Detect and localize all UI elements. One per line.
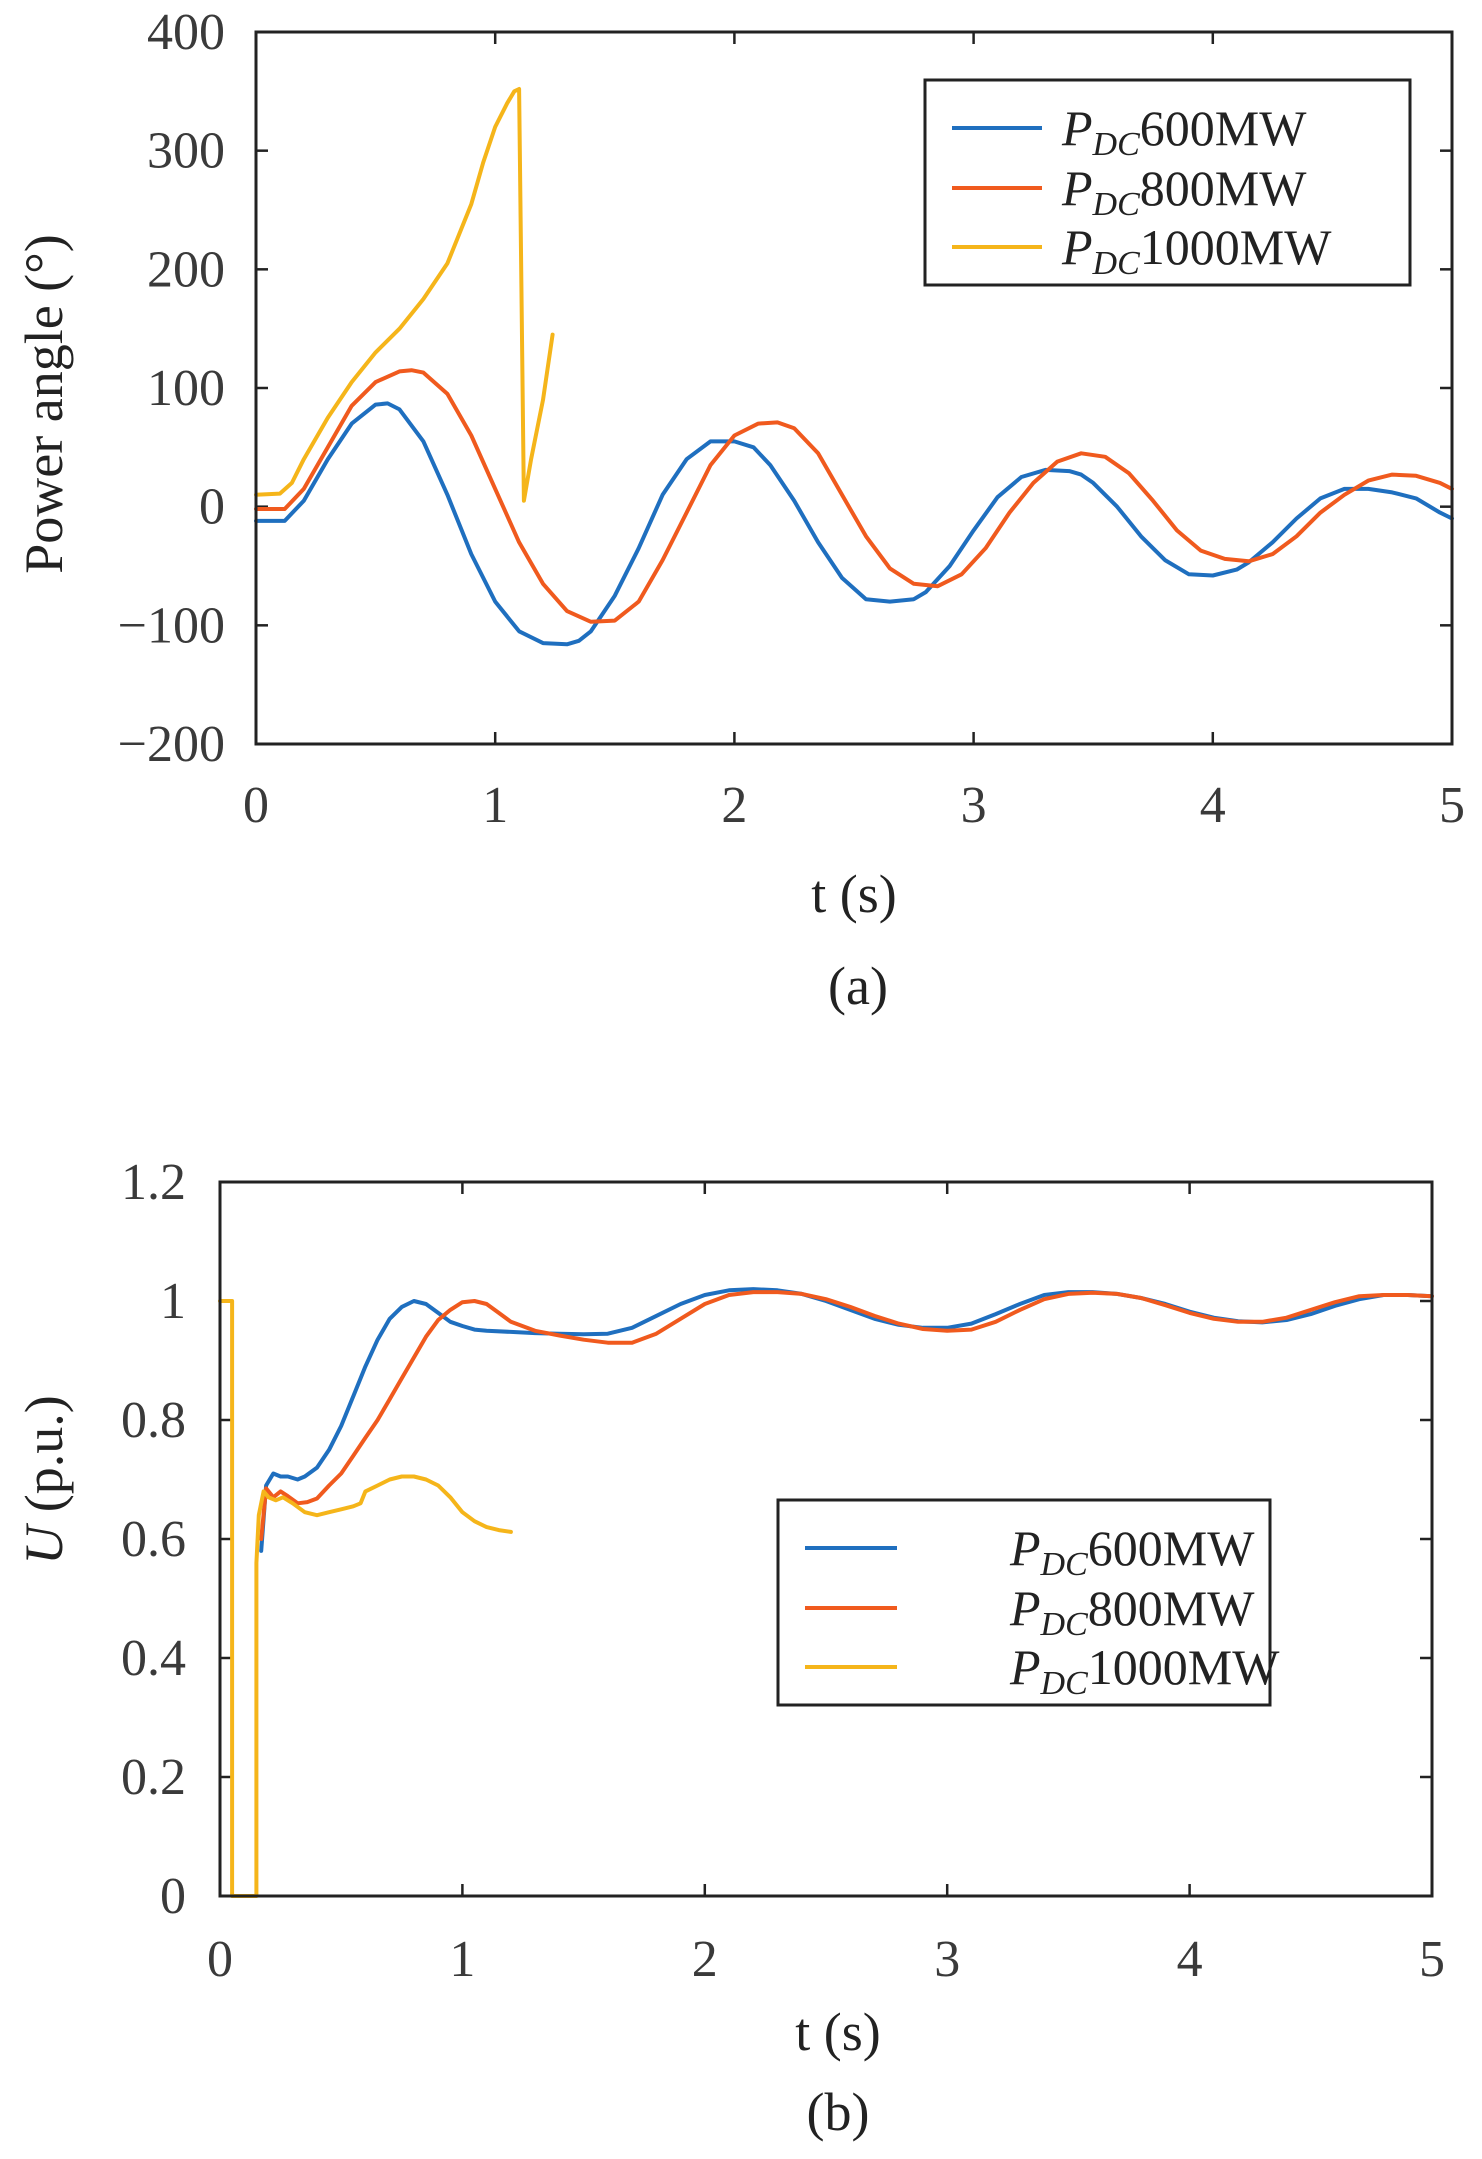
chart-b-ylabel-unit: (p.u.): [14, 1395, 74, 1525]
legend-label: PDC600MW: [1061, 100, 1307, 163]
xtick-label: 3: [934, 1931, 960, 1988]
chart-a-axes: [254, 30, 1454, 746]
ytick-label: 0.8: [121, 1392, 186, 1449]
chart-b-legend-box: [776, 1498, 1272, 1707]
ytick-label: 0.2: [121, 1749, 186, 1806]
ytick-label: 0: [199, 479, 225, 536]
ytick-label: 1.2: [121, 1154, 186, 1211]
chart-a-series: [254, 87, 1454, 647]
ytick-label: −100: [118, 597, 225, 654]
ytick-label: −200: [118, 716, 225, 773]
chart-a-caption: (a): [828, 956, 888, 1016]
chart-b-caption: (b): [807, 2082, 870, 2142]
xtick-label: 2: [721, 777, 747, 834]
ytick-label: 0: [160, 1868, 186, 1925]
legend-label-symbol: P: [1009, 1520, 1041, 1576]
xtick-label: 0: [207, 1931, 233, 1988]
chart-b-ylabel-symbol: U: [14, 1523, 74, 1565]
ytick-label: 200: [147, 241, 225, 298]
legend-label-symbol: P: [1061, 160, 1093, 216]
legend-label-subscript: DC: [1092, 126, 1141, 163]
legend-label-symbol: P: [1009, 1639, 1041, 1695]
xtick-label: 5: [1419, 1931, 1445, 1988]
chart-a-ytick-labels: −200 −100 0 100 200 300 400: [118, 4, 1452, 773]
series-line-1000mw: [218, 1299, 513, 1898]
xtick-label: 2: [692, 1931, 718, 1988]
chart-a: Power angle (°) −200 −100 0 100 200 300 400 0 1…: [14, 4, 1465, 1016]
chart-b-ylabel: U (p.u.): [14, 1395, 74, 1564]
series-line-800mw: [259, 1290, 1434, 1541]
legend-label-symbol: P: [1061, 219, 1093, 275]
legend-label-value: 800MW: [1140, 160, 1307, 216]
series-line-800mw: [254, 368, 1454, 624]
legend-label-symbol: P: [1009, 1580, 1041, 1636]
legend-label-value: 800MW: [1088, 1580, 1255, 1636]
chart-a-ylabel: Power angle (°): [14, 234, 74, 573]
legend-label: PDC1000MW: [1061, 219, 1332, 282]
ytick-label: 400: [147, 4, 225, 61]
legend-label-subscript: DC: [1040, 1606, 1089, 1643]
legend-label-subscript: DC: [1092, 245, 1141, 282]
ytick-label: 0.4: [121, 1630, 186, 1687]
series-line-600mw: [254, 401, 1454, 647]
chart-b-axes: [218, 1180, 1434, 1898]
legend-label-value: 1000MW: [1140, 219, 1332, 275]
legend-label-value: 600MW: [1140, 100, 1307, 156]
legend-label: PDC1000MW: [1009, 1639, 1280, 1702]
legend-label-value: 600MW: [1088, 1520, 1255, 1576]
legend-label-subscript: DC: [1040, 1546, 1089, 1583]
legend-label-symbol: P: [1061, 100, 1093, 156]
ytick-label: 300: [147, 123, 225, 180]
legend-label: PDC800MW: [1009, 1580, 1255, 1643]
chart-b-series: [218, 1287, 1434, 1898]
chart-b-xlabel: t (s): [795, 2002, 880, 2062]
xtick-label: 0: [243, 777, 269, 834]
xtick-label: 4: [1200, 777, 1226, 834]
ytick-label: 1: [160, 1273, 186, 1330]
xtick-label: 1: [449, 1931, 475, 1988]
legend-label-subscript: DC: [1040, 1665, 1089, 1702]
xtick-label: 1: [482, 777, 508, 834]
chart-a-xlabel: t (s): [811, 864, 896, 924]
legend-label-value: 1000MW: [1088, 1639, 1280, 1695]
legend-label: PDC600MW: [1009, 1520, 1255, 1583]
legend-label: PDC800MW: [1061, 160, 1307, 223]
xtick-label: 3: [961, 777, 987, 834]
xtick-label: 5: [1439, 777, 1465, 834]
legend-label-subscript: DC: [1092, 186, 1141, 223]
series-line-1000mw: [254, 87, 555, 503]
xtick-label: 4: [1177, 1931, 1203, 1988]
chart-b-xtick-labels: 0 1 2 3 4 5: [207, 1182, 1445, 1988]
ytick-label: 100: [147, 360, 225, 417]
chart-a-legend-box: [923, 78, 1412, 287]
ytick-label: 0.6: [121, 1511, 186, 1568]
